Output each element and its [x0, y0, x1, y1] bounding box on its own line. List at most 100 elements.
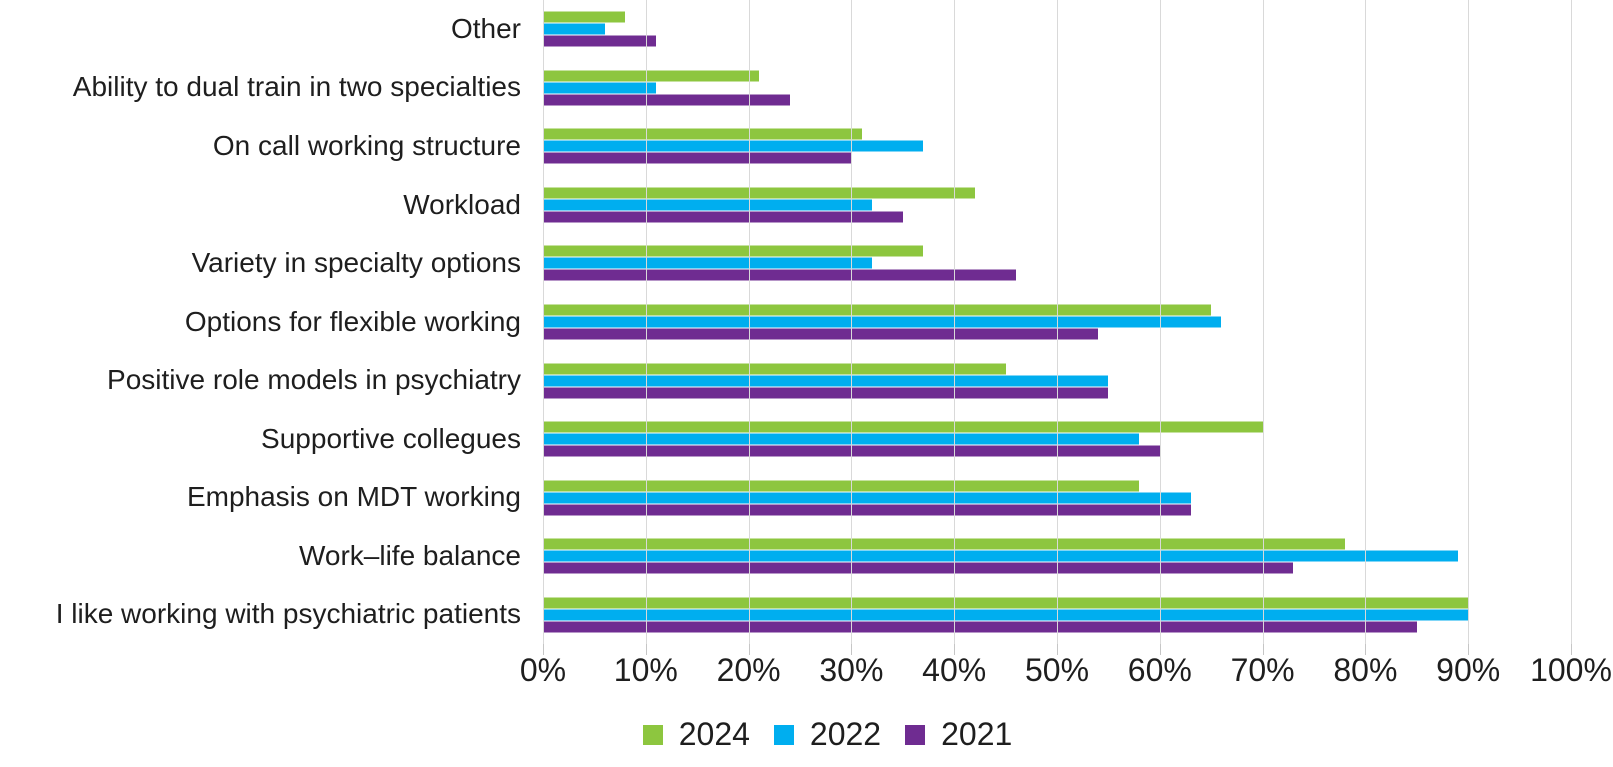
bar-2022 [543, 609, 1469, 621]
axis-tick-label: 50% [1024, 652, 1090, 688]
axis-tick [645, 644, 647, 655]
bar-2022 [543, 199, 872, 211]
bar-group [543, 117, 1571, 176]
bar-group [543, 0, 1571, 59]
bar-2024 [543, 128, 862, 140]
bar-cluster [543, 128, 1571, 164]
bar-2024 [543, 304, 1212, 316]
bar-2024 [543, 11, 626, 23]
axis-tick [1571, 644, 1572, 655]
bar-cluster [543, 597, 1571, 633]
bar-2024 [543, 187, 975, 199]
bar-2021 [543, 152, 852, 164]
bar-rows [543, 0, 1571, 644]
axis-tick-label: 80% [1333, 652, 1398, 688]
legend-swatch-2022 [773, 724, 794, 745]
gridline [851, 0, 853, 644]
gridline [748, 0, 750, 644]
legend-label: 2021 [941, 716, 1013, 752]
bar-2024 [543, 480, 1140, 492]
gridline [645, 0, 647, 644]
axis-tick-label: 40% [922, 652, 987, 688]
gridline [1468, 0, 1470, 644]
axis-tick-label: 100% [1530, 652, 1612, 688]
bar-2022 [543, 550, 1458, 562]
axis-tick [1365, 644, 1367, 655]
gridline [1365, 0, 1367, 644]
category-label: On call working structure [212, 129, 521, 161]
bar-group [543, 293, 1571, 352]
legend-item-2021: 2021 [905, 716, 1012, 753]
legend-swatch-2021 [905, 724, 926, 745]
category-label: Emphasis on MDT working [186, 481, 521, 513]
bar-2024 [543, 363, 1006, 375]
bar-cluster [543, 70, 1571, 106]
legend-item-2024: 2024 [642, 716, 750, 753]
category-label: Supportive collegues [261, 422, 521, 454]
axis-tick [954, 644, 956, 655]
bar-2024 [543, 597, 1469, 609]
axis-tick-label: 10% [613, 652, 678, 688]
axis-tick-label: 30% [819, 652, 884, 688]
bar-cluster [543, 304, 1571, 340]
bar-cluster [543, 363, 1571, 399]
bar-2022 [543, 140, 924, 152]
axis-tick [543, 644, 544, 655]
category-label: Other [450, 12, 521, 44]
axis-tick [851, 644, 853, 655]
category-label: Ability to dual train in two specialties [72, 71, 521, 103]
axis-tick-label: 20% [716, 652, 781, 688]
bar-2021 [543, 94, 790, 106]
bar-2021 [543, 269, 1016, 281]
axis-tick-label: 0% [519, 652, 567, 688]
category-label: Workload [403, 188, 521, 220]
gridline [1571, 0, 1572, 644]
bar-cluster [543, 11, 1571, 47]
bar-group [543, 468, 1571, 527]
axis-tick [1057, 644, 1058, 655]
bar-cluster [543, 538, 1571, 574]
gridline [1159, 0, 1161, 644]
legend-label: 2024 [678, 716, 750, 752]
legend-item-2022: 2022 [773, 716, 882, 753]
bar-2021 [543, 328, 1099, 340]
bar-2021 [543, 504, 1191, 516]
bar-2021 [543, 621, 1417, 633]
category-label: I like working with psychiatric patients [55, 598, 521, 630]
category-label: Positive role models in psychiatry [107, 364, 521, 396]
bar-2022 [543, 82, 657, 94]
category-label: Options for flexible working [184, 305, 521, 337]
bar-2024 [543, 538, 1345, 550]
axis-tick [1262, 644, 1264, 655]
legend-label: 2022 [809, 716, 882, 752]
bar-2022 [543, 492, 1191, 504]
category-axis: Other Ability to dual train in two specia… [0, 0, 543, 644]
axis-tick [748, 644, 750, 655]
axis-tick-label: 70% [1230, 652, 1295, 688]
bar-cluster [543, 480, 1571, 516]
bar-2021 [543, 562, 1294, 574]
bar-group [543, 59, 1571, 118]
category-label: Variety in specialty options [191, 247, 521, 279]
bar-2024 [543, 421, 1263, 433]
legend-swatch-2024 [642, 724, 663, 745]
bar-cluster [543, 245, 1571, 281]
legend: 2024 2022 2021 [21, 716, 1613, 753]
axis-tick-label: 90% [1436, 652, 1501, 688]
bar-2022 [543, 23, 605, 35]
bar-group [543, 176, 1571, 235]
axis-tick [1159, 644, 1161, 655]
gridline [543, 0, 544, 644]
bar-2021 [543, 211, 903, 223]
gridline [954, 0, 956, 644]
bar-group [543, 585, 1571, 644]
axis-tick-label: 60% [1127, 652, 1192, 688]
bar-group [543, 527, 1571, 586]
bar-2022 [543, 375, 1109, 387]
bar-2021 [543, 387, 1109, 399]
bar-2024 [543, 70, 759, 82]
gridline [1262, 0, 1264, 644]
axis-tick [1468, 644, 1470, 655]
bar-group [543, 351, 1571, 410]
